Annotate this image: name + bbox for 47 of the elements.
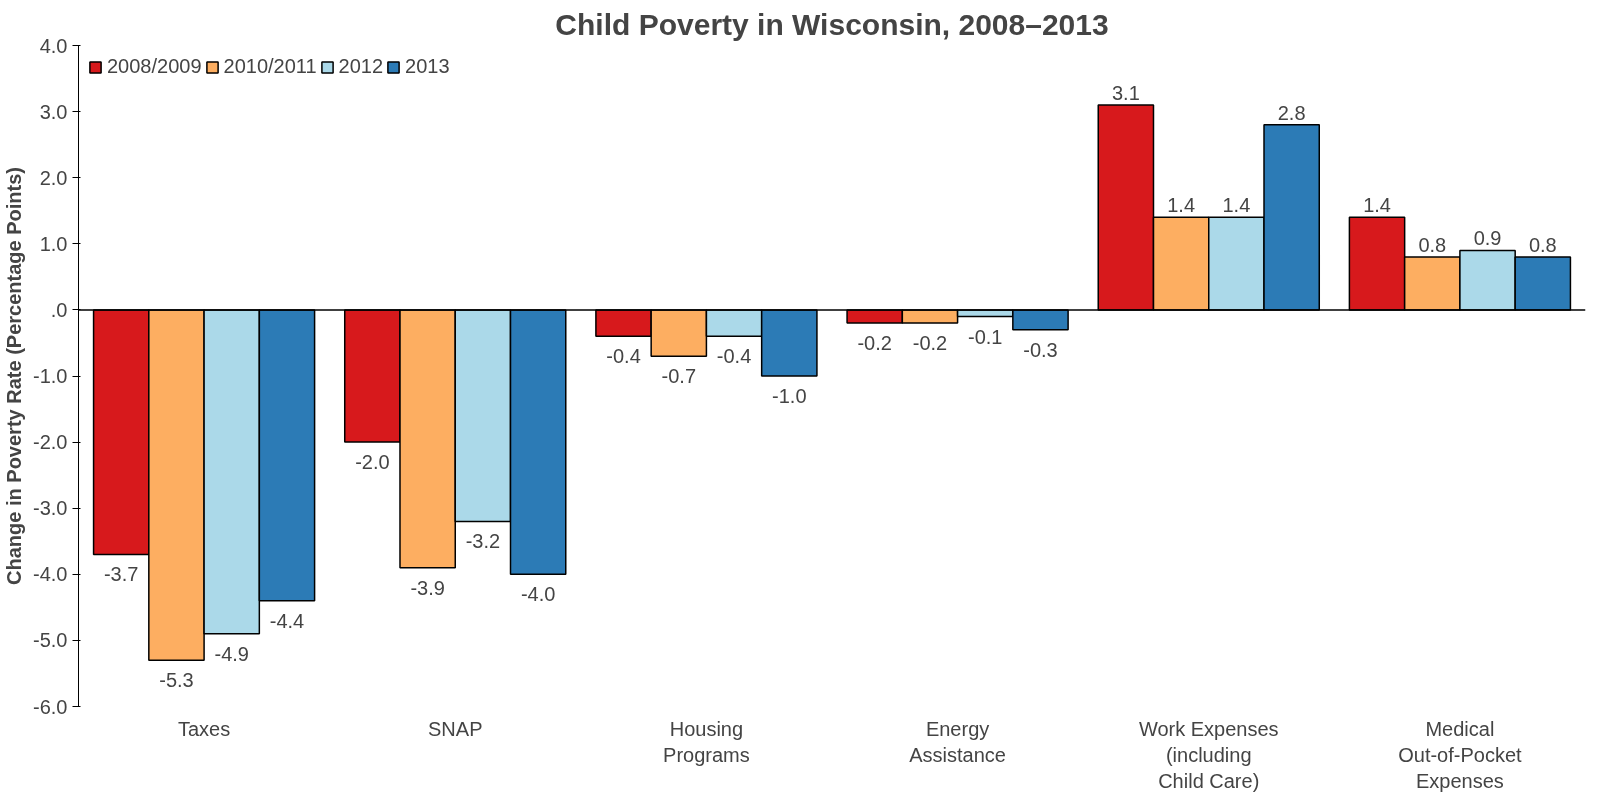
text: 1.4 — [1167, 194, 1196, 217]
text: 1.4 — [1363, 194, 1391, 217]
text: -0.4 — [606, 345, 641, 368]
y-tick-label: -3.0 — [33, 497, 68, 520]
text: -3.2 — [465, 530, 501, 553]
text: -4.9 — [214, 642, 249, 665]
text: 2.8 — [1277, 101, 1306, 124]
text: -1.0 — [772, 385, 807, 407]
x-tick-label: Medical Out-of-Pocket Expenses — [1398, 717, 1523, 793]
text: 0.9 — [1473, 227, 1502, 250]
y-tick-label: 2.0 — [39, 166, 68, 189]
x-tick-label: Housing Programs — [663, 717, 750, 766]
x-tick-label: SNAP — [428, 717, 483, 740]
legend-label: 2013 — [405, 55, 450, 78]
text: -0.7 — [661, 365, 697, 388]
text: -4.4 — [269, 609, 305, 632]
text: -3.9 — [410, 576, 445, 599]
text: -0.4 — [716, 345, 752, 368]
text: 3.1 — [1111, 81, 1140, 104]
y-tick-label: -4.0 — [33, 563, 68, 586]
text: -0.2 — [912, 332, 948, 355]
y-axis-title: Change in Poverty Rate (Percentage Points) — [3, 167, 26, 585]
x-tick-label: Energy Assistance — [909, 717, 1006, 766]
y-tick-label: -1.0 — [33, 365, 68, 387]
text: 0.8 — [1528, 234, 1557, 257]
text: 1.4 — [1222, 194, 1251, 217]
y-tick-label: -2.0 — [33, 431, 68, 454]
y-tick-label: 3.0 — [39, 100, 68, 123]
text: -0.3 — [1023, 338, 1058, 361]
y-tick-label: -5.0 — [33, 629, 68, 652]
text: -2.0 — [355, 451, 390, 474]
y-tick-label: -6.0 — [33, 695, 68, 718]
legend-label: 2008/2009 — [107, 55, 202, 78]
x-tick-label: Taxes — [177, 717, 231, 740]
legend-label: 2012 — [338, 55, 384, 78]
chart-title: Child Poverty in Wisconsin, 2008–2013 — [555, 7, 1109, 41]
text: -3.7 — [103, 563, 139, 586]
text: -4.0 — [520, 583, 556, 606]
y-tick-label: 1.0 — [39, 232, 68, 255]
x-tick-label: Work Expenses (including Child Care) — [1138, 717, 1279, 793]
y-tick-label: 4.0 — [39, 34, 68, 57]
text: -0.1 — [967, 325, 1003, 348]
y-tick-label: .0 — [50, 298, 68, 321]
text: -5.3 — [159, 669, 194, 692]
legend-label: 2010/2011 — [223, 55, 317, 78]
text: -0.2 — [857, 332, 892, 355]
text: 0.8 — [1418, 234, 1447, 257]
